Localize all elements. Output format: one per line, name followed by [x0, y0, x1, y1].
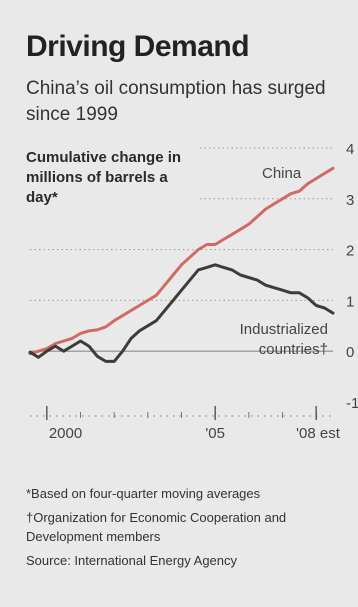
footnote-oecd: †Organization for Economic Cooperation a… [26, 510, 287, 544]
footnote-moving-average: *Based on four-quarter moving averages [26, 486, 261, 501]
x-tick-label: '08 est [296, 425, 341, 442]
y-axis-label: Cumulative change in millions of barrels… [26, 149, 182, 206]
footnotes: *Based on four-quarter moving averages †… [26, 484, 346, 575]
chart-title: Driving Demand [26, 30, 250, 63]
source-note: Source: International Energy Agency [26, 553, 238, 568]
annotation-china: China [262, 165, 302, 182]
y-tick-label: -1 [346, 395, 358, 412]
series-line-china [28, 166, 335, 356]
series-line-industrialized [28, 263, 335, 363]
x-tick-label: 2000 [49, 425, 82, 442]
y-tick-label: 4 [346, 141, 354, 158]
chart-subtitle: China’s oil consumption has surged since… [26, 78, 326, 125]
y-tick-label: 0 [346, 344, 354, 361]
x-tick-label: '05 [205, 425, 225, 442]
annotation-industrialized: Industrialized countries† [240, 321, 328, 358]
y-tick-label: 2 [346, 243, 354, 260]
y-tick-label: 1 [346, 293, 354, 310]
y-tick-label: 3 [346, 192, 354, 209]
